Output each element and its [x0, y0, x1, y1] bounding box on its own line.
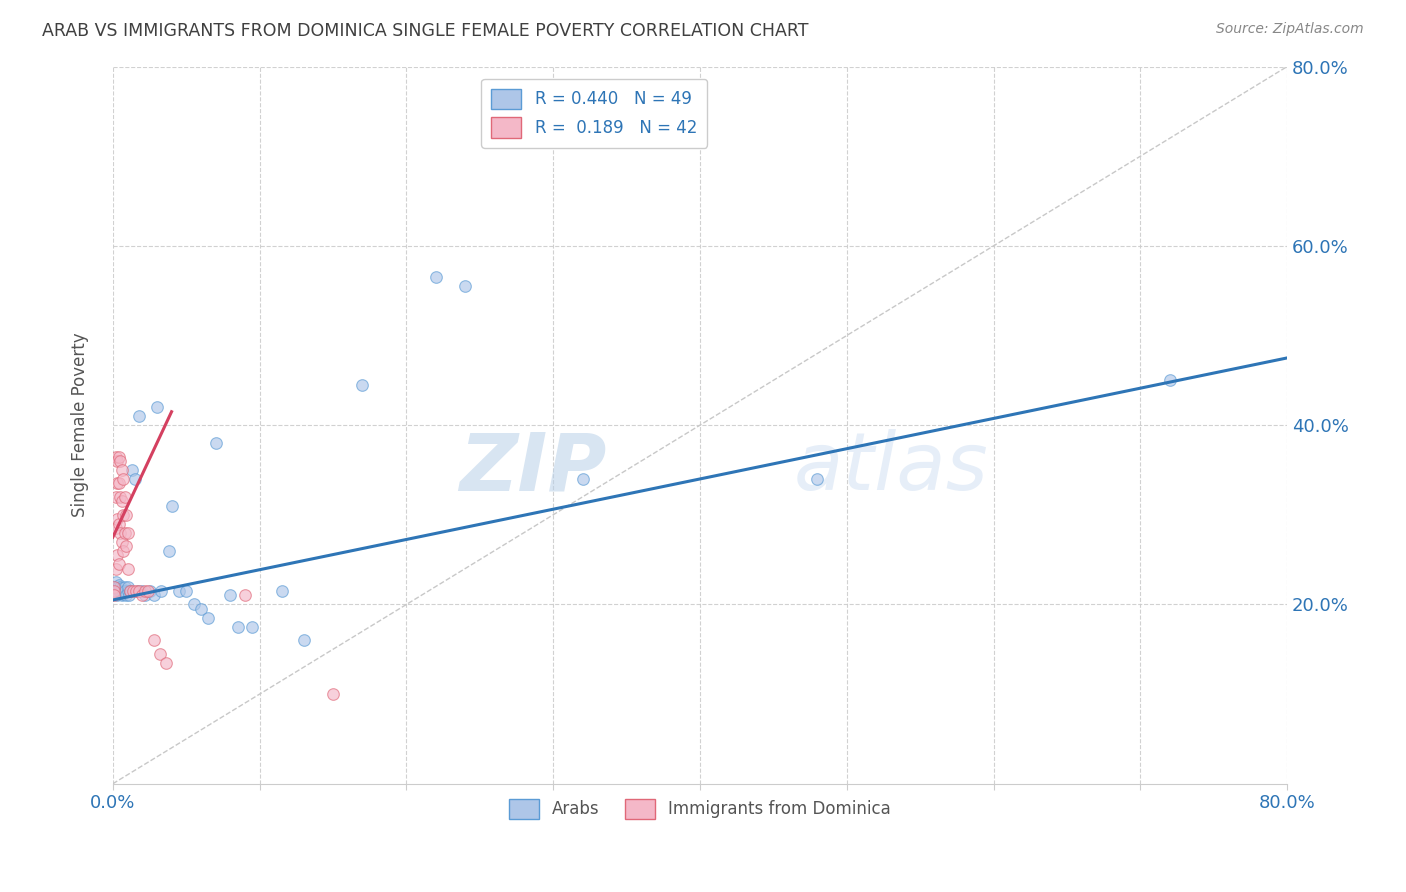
Point [120, 584, 142, 599]
Point [104, 575, 127, 590]
Point [111, 582, 134, 596]
Point [105, 512, 128, 526]
Point [108, 580, 131, 594]
Point [108, 490, 131, 504]
Point [104, 450, 127, 464]
Point [111, 534, 134, 549]
Point [146, 401, 169, 415]
Point [103, 580, 125, 594]
Point [240, 620, 263, 634]
Point [117, 580, 139, 594]
Point [105, 476, 128, 491]
Point [270, 584, 292, 599]
Point [111, 494, 134, 508]
Point [806, 472, 828, 486]
Point [104, 584, 127, 599]
Point [107, 557, 129, 571]
Text: Source: ZipAtlas.com: Source: ZipAtlas.com [1216, 22, 1364, 37]
Point [111, 589, 134, 603]
Point [149, 647, 172, 661]
Point [118, 589, 141, 603]
Point [105, 582, 128, 596]
Point [103, 580, 125, 594]
Point [219, 589, 242, 603]
Point [197, 611, 219, 625]
Point [142, 589, 165, 603]
Point [107, 450, 129, 464]
Legend: Arabs, Immigrants from Dominica: Arabs, Immigrants from Dominica [502, 792, 897, 826]
Point [127, 584, 149, 599]
Point [103, 589, 125, 603]
Point [103, 584, 125, 599]
Point [104, 521, 127, 535]
Point [571, 472, 593, 486]
Text: ZIP: ZIP [458, 429, 606, 508]
Point [108, 525, 131, 540]
Point [114, 580, 136, 594]
Point [121, 463, 143, 477]
Text: atlas: atlas [794, 429, 988, 508]
Point [183, 598, 205, 612]
Point [115, 539, 138, 553]
Point [204, 436, 226, 450]
Point [112, 587, 135, 601]
Point [112, 584, 135, 599]
Point [105, 548, 128, 562]
Point [114, 525, 136, 540]
Point [454, 279, 477, 293]
Point [167, 584, 190, 599]
Point [134, 584, 156, 599]
Point [111, 463, 134, 477]
Point [107, 578, 129, 592]
Point [108, 584, 131, 599]
Point [115, 508, 138, 522]
Point [131, 589, 153, 603]
Point [112, 543, 135, 558]
Point [131, 584, 153, 599]
Point [125, 584, 148, 599]
Point [233, 589, 256, 603]
Point [322, 687, 344, 701]
Point [174, 584, 197, 599]
Point [155, 656, 177, 670]
Point [114, 584, 136, 599]
Text: ARAB VS IMMIGRANTS FROM DOMINICA SINGLE FEMALE POVERTY CORRELATION CHART: ARAB VS IMMIGRANTS FROM DOMINICA SINGLE … [42, 22, 808, 40]
Point [112, 508, 135, 522]
Point [104, 561, 127, 575]
Point [107, 476, 129, 491]
Point [117, 525, 139, 540]
Point [134, 589, 156, 603]
Point [150, 584, 173, 599]
Point [117, 584, 139, 599]
Point [124, 472, 146, 486]
Point [142, 633, 165, 648]
Point [425, 270, 447, 285]
Point [1159, 373, 1181, 387]
Point [122, 584, 145, 599]
Point [114, 490, 136, 504]
Point [104, 490, 127, 504]
Point [292, 633, 315, 648]
Point [107, 584, 129, 599]
Point [108, 454, 131, 468]
Point [128, 584, 150, 599]
Point [112, 472, 135, 486]
Point [190, 602, 212, 616]
Point [105, 454, 128, 468]
Point [105, 589, 128, 603]
Point [138, 584, 160, 599]
Point [136, 584, 159, 599]
Point [226, 620, 249, 634]
Y-axis label: Single Female Poverty: Single Female Poverty [72, 333, 89, 517]
Point [107, 516, 129, 531]
Point [352, 377, 374, 392]
Point [157, 543, 180, 558]
Point [115, 589, 138, 603]
Point [117, 561, 139, 575]
Point [160, 499, 183, 513]
Point [128, 409, 150, 424]
Point [120, 584, 142, 599]
